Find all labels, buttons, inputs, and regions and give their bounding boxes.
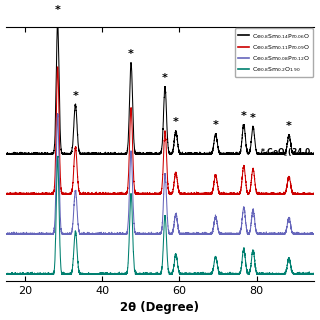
Text: *: *: [173, 117, 179, 127]
Text: *: *: [162, 73, 168, 83]
Text: *: *: [250, 113, 256, 124]
Text: *: *: [241, 111, 247, 121]
Text: *: *: [286, 121, 292, 132]
Text: *: *: [128, 49, 134, 59]
X-axis label: 2θ (Degree): 2θ (Degree): [121, 301, 199, 315]
Text: *: *: [213, 120, 219, 130]
Legend: Ce$_{0.8}$Sm$_{0.14}$Pr$_{0.06}$O, Ce$_{0.8}$Sm$_{0.11}$Pr$_{0.09}$O, Ce$_{0.8}$: Ce$_{0.8}$Sm$_{0.14}$Pr$_{0.06}$O, Ce$_{…: [235, 28, 313, 77]
Text: *: *: [55, 5, 60, 15]
Text: * CeO$_2$(34-0: * CeO$_2$(34-0: [260, 147, 311, 159]
Text: *: *: [73, 91, 78, 101]
